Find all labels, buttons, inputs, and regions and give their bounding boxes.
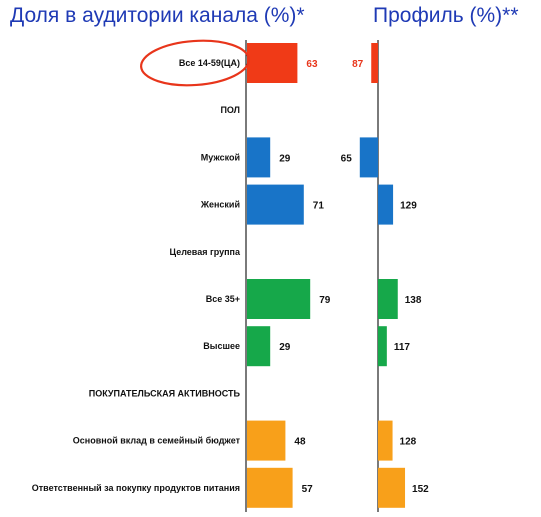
profile-bar [359,137,378,178]
category-label: Все 35+ [206,294,240,304]
share-bar [247,279,311,319]
share-value-label: 29 [279,153,291,164]
share-bar [247,43,298,83]
profile-bar [378,467,406,508]
share-value-label: 48 [294,437,306,448]
share-value-label: 79 [319,295,331,306]
profile-bar [371,43,378,83]
category-label: Основной вклад в семейный бюджет [73,436,241,446]
profile-bar [378,420,393,461]
category-label: ПОЛ [220,105,240,115]
highlight-circle [140,39,250,87]
share-value-label: 63 [306,59,318,70]
profile-value-label: 87 [352,59,364,70]
profile-value-label: 65 [341,153,353,164]
category-label: Женский [200,200,240,210]
share-value-label: 71 [313,201,325,212]
profile-value-label: 129 [400,201,417,212]
profile-value-label: 138 [405,295,422,306]
share-bar [247,420,286,461]
share-bar [247,184,304,225]
right-chart-title: Профиль (%)** [373,4,519,27]
left-chart-title: Доля в аудитории канала (%)* [10,4,305,27]
share-bar [247,467,293,508]
category-label: Высшее [203,341,240,351]
category-label: Мужской [201,152,240,162]
category-label: ПОКУПАТЕЛЬСКАЯ АКТИВНОСТЬ [89,388,241,398]
category-label: Ответственный за покупку продуктов питан… [32,483,240,493]
profile-value-label: 128 [400,437,417,448]
share-bar [247,326,271,367]
share-value-label: 29 [279,342,291,353]
category-label: Все 14-59(ЦА) [179,58,240,68]
profile-value-label: 152 [412,484,429,495]
category-label: Целевая группа [170,247,241,257]
share-value-label: 57 [302,484,314,495]
profile-bar [378,184,394,225]
profile-bar [378,279,398,319]
profile-value-label: 117 [394,342,411,353]
profile-bar [378,326,387,367]
share-bar [247,137,271,178]
